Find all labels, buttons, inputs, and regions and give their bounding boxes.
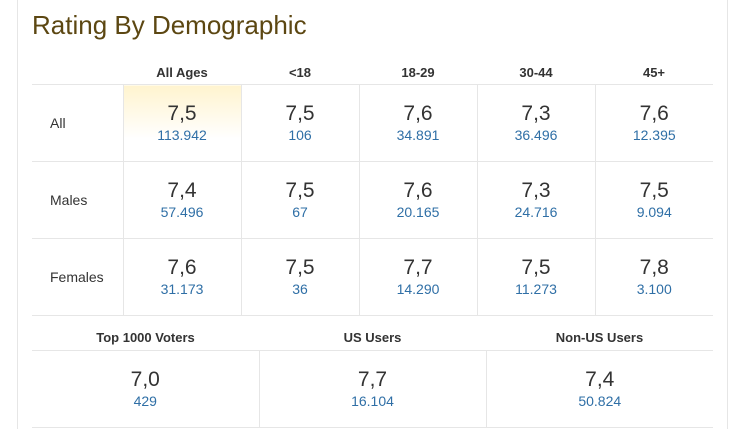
- votes-link[interactable]: 14.290: [396, 281, 440, 297]
- rating-cell: 7,0 429: [32, 350, 259, 428]
- row-label-males: Males: [32, 161, 123, 239]
- rating-value: 7,3: [521, 179, 551, 202]
- column-header-under-18: <18: [241, 52, 359, 85]
- votes-link[interactable]: 34.891: [396, 127, 440, 143]
- rating-cell: 7,8 3.100: [594, 238, 713, 316]
- rating-value: 7,6: [167, 256, 197, 279]
- rating-value: 7,4: [167, 179, 197, 202]
- votes-link[interactable]: 31.173: [160, 281, 204, 297]
- rating-value: 7,6: [403, 179, 433, 202]
- rating-cell: 7,6 34.891: [358, 84, 477, 162]
- rating-cell: 7,4 50.824: [485, 350, 713, 428]
- votes-link[interactable]: 36.496: [514, 127, 558, 143]
- rating-value: 7,6: [403, 102, 433, 125]
- rating-value: 7,5: [639, 179, 669, 202]
- rating-cell: 7,7 14.290: [358, 238, 477, 316]
- rating-cell: 7,5 9.094: [594, 161, 713, 239]
- rating-value: 7,6: [639, 102, 669, 125]
- rating-cell: 7,5 106: [240, 84, 359, 162]
- rating-cell: 7,5 67: [240, 161, 359, 239]
- rating-value: 7,8: [639, 256, 669, 279]
- votes-link[interactable]: 106: [288, 127, 312, 143]
- rating-value: 7,5: [285, 256, 315, 279]
- rating-cell: 7,7 16.104: [258, 350, 486, 428]
- rating-cell: 7,3 24.716: [476, 161, 595, 239]
- votes-link[interactable]: 20.165: [396, 204, 440, 220]
- table-row-all: All 7,5 113.942 7,5 106 7,6 34.891 7,3 3…: [32, 84, 713, 162]
- rating-value: 7,3: [521, 102, 551, 125]
- section-title: Rating By Demographic: [32, 10, 307, 40]
- votes-link[interactable]: 57.496: [160, 204, 204, 220]
- votes-link[interactable]: 24.716: [514, 204, 558, 220]
- row-label-all: All: [32, 84, 123, 162]
- table-row-females: Females 7,6 31.173 7,5 36 7,7 14.290 7,5…: [32, 238, 713, 316]
- rating-value: 7,7: [357, 368, 388, 391]
- rating-value: 7,4: [585, 368, 615, 391]
- votes-link[interactable]: 3.100: [636, 281, 672, 297]
- panel-left-border: [17, 0, 18, 429]
- voter-group-header-row: Top 1000 Voters US Users Non-US Users: [32, 324, 713, 351]
- rating-cell: 7,6 20.165: [358, 161, 477, 239]
- column-header-30-44: 30-44: [477, 52, 595, 85]
- votes-link[interactable]: 9.094: [636, 204, 672, 220]
- votes-link[interactable]: 16.104: [351, 393, 394, 409]
- demographic-rating-table: All Ages <18 18-29 30-44 45+ All 7,5 113…: [32, 52, 713, 316]
- column-header-45-plus: 45+: [595, 52, 713, 85]
- column-header-top-1000-voters: Top 1000 Voters: [32, 324, 259, 351]
- rating-value: 7,5: [521, 256, 551, 279]
- rating-cell: 7,5 113.942: [122, 84, 241, 162]
- row-label-females: Females: [32, 238, 123, 316]
- votes-link[interactable]: 429: [133, 393, 157, 409]
- column-header-all-ages: All Ages: [123, 52, 241, 85]
- votes-link[interactable]: 36: [292, 281, 308, 297]
- column-header-us-users: US Users: [259, 324, 486, 351]
- table-row-males: Males 7,4 57.496 7,5 67 7,6 20.165 7,3 2…: [32, 161, 713, 239]
- panel-right-border: [727, 0, 728, 429]
- header-corner: [32, 52, 123, 85]
- rating-cell: 7,3 36.496: [476, 84, 595, 162]
- voter-group-rating-table: Top 1000 Voters US Users Non-US Users 7,…: [32, 324, 713, 428]
- rating-value: 7,5: [285, 179, 315, 202]
- votes-link[interactable]: 50.824: [578, 393, 622, 409]
- rating-value: 7,7: [403, 256, 433, 279]
- rating-cell: 7,6 12.395: [594, 84, 713, 162]
- rating-cell: 7,4 57.496: [122, 161, 241, 239]
- rating-value: 7,5: [167, 102, 197, 125]
- rating-cell: 7,5 11.273: [476, 238, 595, 316]
- votes-link[interactable]: 113.942: [157, 127, 207, 143]
- column-header-non-us-users: Non-US Users: [486, 324, 713, 351]
- votes-link[interactable]: 12.395: [632, 127, 676, 143]
- table-header-row: All Ages <18 18-29 30-44 45+: [32, 52, 713, 85]
- votes-link[interactable]: 67: [292, 204, 308, 220]
- rating-cell: 7,5 36: [240, 238, 359, 316]
- rating-value: 7,0: [130, 368, 160, 391]
- rating-value: 7,5: [285, 102, 315, 125]
- column-header-18-29: 18-29: [359, 52, 477, 85]
- voter-group-row: 7,0 429 7,7 16.104 7,4 50.824: [32, 350, 713, 428]
- votes-link[interactable]: 11.273: [515, 281, 557, 297]
- rating-cell: 7,6 31.173: [122, 238, 241, 316]
